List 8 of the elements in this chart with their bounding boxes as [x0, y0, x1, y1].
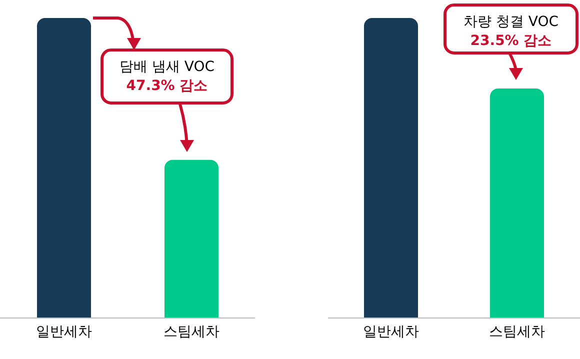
annotation: 47.3% 감소: [126, 78, 208, 94]
annotation: 23.5% 감소: [470, 33, 552, 49]
x-tick-label: 스팀세차: [489, 324, 545, 340]
annotation: 차량 청결 VOC: [463, 14, 559, 30]
x-tick-label: 스팀세차: [163, 324, 220, 340]
x-tick-label: 일반세차: [36, 324, 92, 340]
x-tick-label: 일반세차: [363, 324, 419, 340]
annotation: 담배 냄새 VOC: [119, 59, 215, 75]
